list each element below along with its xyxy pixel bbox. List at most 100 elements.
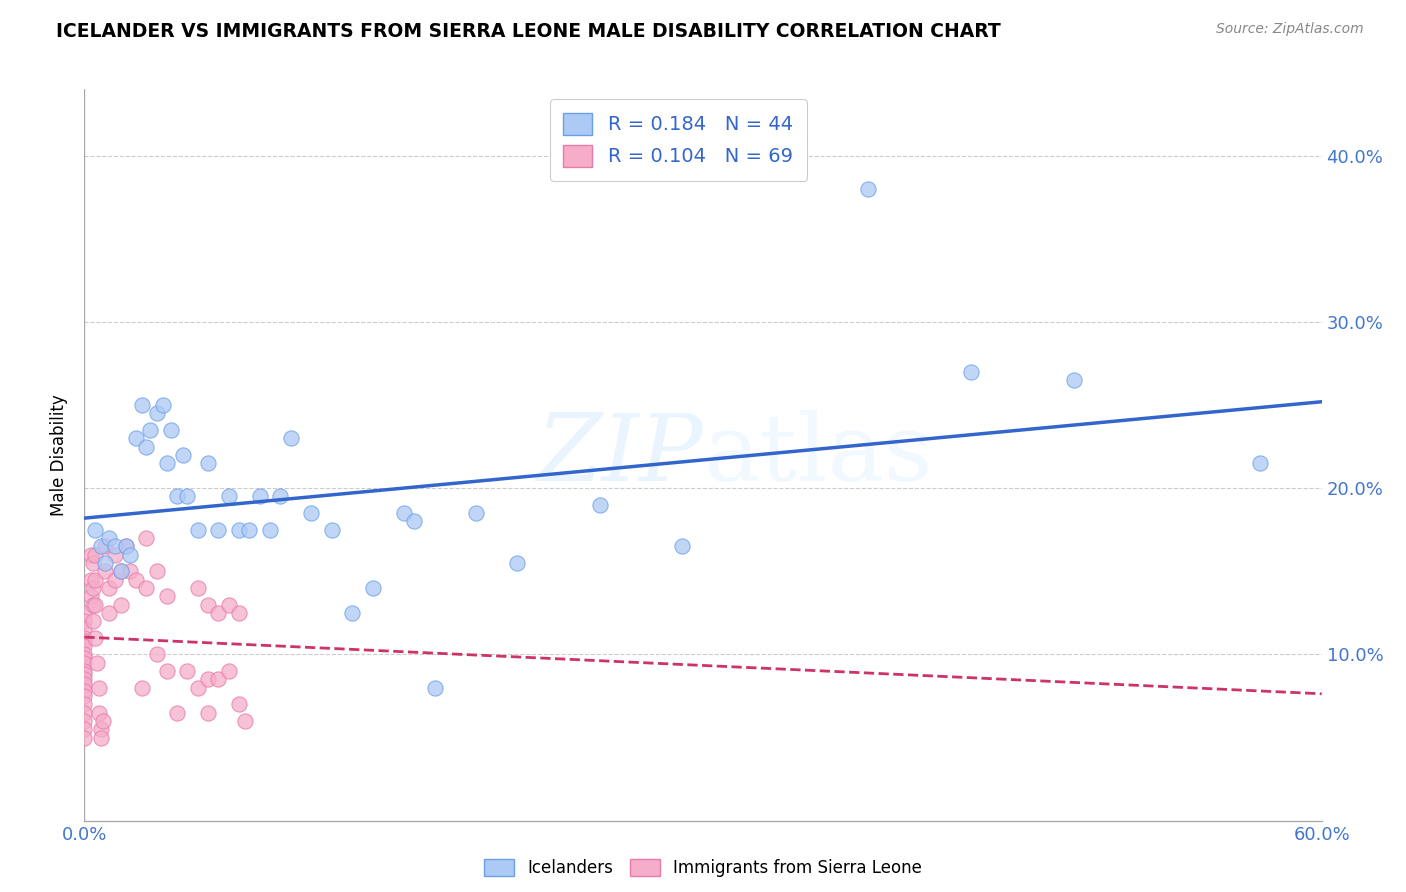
Point <box>90 539 112 553</box>
Point <box>342 606 364 620</box>
Point <box>321 523 343 537</box>
Point <box>187 523 209 537</box>
Point <box>73 723 96 737</box>
Point <box>79 548 101 562</box>
Point <box>90 723 112 737</box>
Point <box>131 681 153 695</box>
Point <box>139 423 162 437</box>
Point <box>73 689 96 703</box>
Point <box>87 706 110 720</box>
Point <box>176 664 198 678</box>
Point <box>114 539 136 553</box>
Point <box>98 581 121 595</box>
Point <box>156 664 179 678</box>
Point <box>166 490 188 504</box>
Point <box>176 490 198 504</box>
Point <box>156 456 179 470</box>
Point <box>79 589 101 603</box>
Point <box>589 498 612 512</box>
Point <box>160 423 183 437</box>
Point <box>83 598 105 612</box>
Point <box>259 523 281 537</box>
Point <box>104 539 127 553</box>
Point <box>228 698 250 712</box>
Point <box>87 681 110 695</box>
Point <box>73 714 96 728</box>
Point <box>73 634 96 648</box>
Point <box>299 506 322 520</box>
Point <box>104 548 127 562</box>
Point <box>73 731 96 745</box>
Point <box>249 490 271 504</box>
Point <box>172 448 194 462</box>
Point <box>118 564 141 578</box>
Point <box>269 490 291 504</box>
Point <box>465 506 488 520</box>
Point <box>73 673 96 687</box>
Point <box>280 431 302 445</box>
Point <box>73 623 96 637</box>
Point <box>90 731 112 745</box>
Point <box>135 440 157 454</box>
Point <box>207 673 229 687</box>
Point <box>187 681 209 695</box>
Point <box>125 573 148 587</box>
Point <box>94 556 117 570</box>
Point <box>73 664 96 678</box>
Legend: R = 0.184   N = 44, R = 0.104   N = 69: R = 0.184 N = 44, R = 0.104 N = 69 <box>550 99 807 181</box>
Point <box>73 684 96 698</box>
Point <box>82 556 104 570</box>
Point <box>91 714 114 728</box>
Point <box>233 714 256 728</box>
Point <box>238 523 260 537</box>
Point <box>73 698 96 712</box>
Point <box>856 182 879 196</box>
Point <box>218 490 240 504</box>
Point <box>82 581 104 595</box>
Point <box>104 573 127 587</box>
Point <box>94 539 117 553</box>
Point <box>73 648 96 662</box>
Point <box>125 431 148 445</box>
Text: ZIP: ZIP <box>536 410 703 500</box>
Point <box>960 365 983 379</box>
Point <box>506 556 529 570</box>
Point <box>197 673 219 687</box>
Point <box>110 564 132 578</box>
Point <box>83 631 105 645</box>
Point <box>73 639 96 653</box>
Point <box>118 548 141 562</box>
Point <box>145 648 167 662</box>
Point <box>671 539 693 553</box>
Point <box>228 606 250 620</box>
Point <box>207 606 229 620</box>
Point <box>135 531 157 545</box>
Point <box>79 573 101 587</box>
Point <box>187 581 209 595</box>
Point <box>73 667 96 681</box>
Point <box>73 614 96 628</box>
Point <box>218 664 240 678</box>
Y-axis label: Male Disability: Male Disability <box>51 394 69 516</box>
Point <box>83 523 105 537</box>
Point <box>207 523 229 537</box>
Point <box>228 523 250 537</box>
Point <box>83 573 105 587</box>
Point <box>135 581 157 595</box>
Point <box>94 564 117 578</box>
Point <box>73 650 96 665</box>
Point <box>82 614 104 628</box>
Point <box>361 581 384 595</box>
Point <box>166 706 188 720</box>
Point <box>152 398 174 412</box>
Point <box>392 506 415 520</box>
Point <box>98 606 121 620</box>
Point <box>1249 456 1271 470</box>
Point <box>114 539 136 553</box>
Text: atlas: atlas <box>703 410 932 500</box>
Point <box>73 656 96 670</box>
Point <box>110 564 132 578</box>
Point <box>83 548 105 562</box>
Point <box>110 598 132 612</box>
Text: Source: ZipAtlas.com: Source: ZipAtlas.com <box>1216 22 1364 37</box>
